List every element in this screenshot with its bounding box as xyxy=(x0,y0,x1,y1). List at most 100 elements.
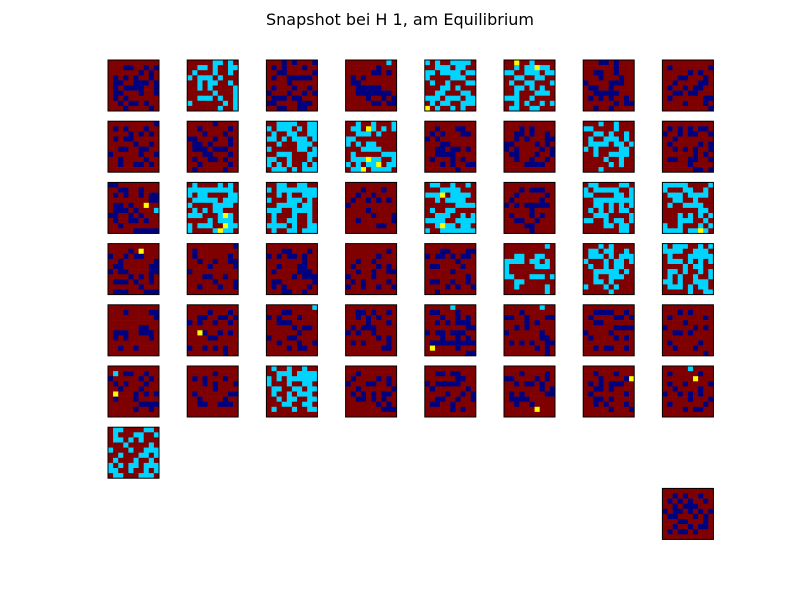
heatmap-cell xyxy=(613,197,620,204)
heatmap-cell xyxy=(202,320,208,326)
heatmap-cell xyxy=(593,376,599,382)
heatmap-cell xyxy=(297,223,303,229)
heatmap-cell xyxy=(355,197,362,204)
heatmap-cell xyxy=(618,100,625,107)
heatmap-cell xyxy=(266,406,272,413)
heatmap-cell xyxy=(228,70,234,76)
heatmap-cell xyxy=(598,197,604,204)
heatmap-cell xyxy=(682,243,689,249)
heatmap-cell xyxy=(424,162,431,168)
heatmap-cell xyxy=(708,289,714,295)
heatmap-cell xyxy=(302,366,308,372)
heatmap-cell xyxy=(629,371,635,377)
heatmap-cell xyxy=(624,80,630,86)
heatmap-cell xyxy=(266,376,272,382)
heatmap-cell xyxy=(233,65,239,71)
heatmap-cell xyxy=(524,75,530,81)
heatmap-cell xyxy=(598,401,604,408)
heatmap-cell xyxy=(271,213,277,219)
heatmap-cell xyxy=(286,126,293,132)
heatmap-cell xyxy=(381,401,387,408)
heatmap-cell xyxy=(529,309,535,316)
heatmap-cell xyxy=(672,386,678,392)
heatmap-cell xyxy=(529,325,535,331)
panel-frame xyxy=(265,304,318,357)
heatmap-cell xyxy=(698,289,704,295)
heatmap-cell xyxy=(133,269,139,275)
heatmap-cell xyxy=(286,284,293,290)
panel-frame xyxy=(265,243,318,296)
heatmap-cell xyxy=(366,315,372,321)
heatmap-cell xyxy=(693,202,699,209)
heatmap-cell xyxy=(583,264,589,270)
heatmap-cell xyxy=(687,131,694,137)
heatmap-cell xyxy=(202,187,208,193)
heatmap-cell xyxy=(281,70,288,76)
heatmap-cell xyxy=(455,187,461,193)
heatmap-cell xyxy=(624,182,630,188)
heatmap-cell xyxy=(534,167,540,173)
heatmap-cell xyxy=(371,80,377,86)
heatmap-cell xyxy=(228,131,234,137)
heatmap-cell xyxy=(192,366,198,372)
heatmap-cell xyxy=(212,141,219,147)
heatmap-cell xyxy=(667,335,673,341)
heatmap-cell xyxy=(217,60,224,66)
heatmap-cell xyxy=(291,284,298,290)
heatmap-cell xyxy=(618,131,625,137)
heatmap-cell xyxy=(509,60,515,66)
heatmap-cell xyxy=(228,391,234,397)
heatmap-cell xyxy=(613,401,620,408)
heatmap-cell xyxy=(291,167,298,173)
heatmap-cell xyxy=(460,386,466,392)
heatmap-cell xyxy=(519,243,525,249)
heatmap-cell xyxy=(138,253,144,260)
heatmap-cell xyxy=(435,279,441,285)
heatmap-cell xyxy=(504,284,510,290)
heatmap-cell xyxy=(350,411,357,418)
heatmap-cell xyxy=(440,258,446,265)
heatmap-cell xyxy=(312,253,318,260)
heatmap-cell xyxy=(514,162,520,168)
heatmap-cell xyxy=(445,396,451,402)
heatmap-cell xyxy=(266,105,272,112)
heatmap-cell xyxy=(371,274,377,280)
heatmap-cell xyxy=(519,315,525,321)
heatmap-cell xyxy=(445,162,451,168)
heatmap-cell xyxy=(276,406,282,413)
heatmap-cell xyxy=(350,406,357,413)
heatmap-cell xyxy=(133,320,139,326)
heatmap-cell xyxy=(297,121,303,127)
heatmap-cell xyxy=(148,187,155,193)
heatmap-cell xyxy=(703,131,709,137)
heatmap-cell xyxy=(123,325,129,331)
heatmap-cell xyxy=(222,325,229,331)
heatmap-cell xyxy=(583,386,589,392)
heatmap-cell xyxy=(197,192,203,198)
heatmap-cell xyxy=(524,156,530,163)
heatmap-cell xyxy=(360,350,367,357)
heatmap-cell xyxy=(113,315,119,321)
heatmap-cell xyxy=(613,228,620,234)
heatmap-cell xyxy=(233,366,239,372)
heatmap-cell xyxy=(391,70,397,76)
heatmap-cell xyxy=(549,207,556,214)
heatmap-cell xyxy=(504,315,510,321)
heatmap-cell xyxy=(233,345,239,351)
heatmap-cell xyxy=(187,146,193,153)
heatmap-cell xyxy=(222,350,229,357)
heatmap-cell xyxy=(286,253,293,260)
heatmap-cell xyxy=(391,162,397,168)
heatmap-cell xyxy=(687,182,694,188)
heatmap-cell xyxy=(202,228,208,234)
heatmap-cell xyxy=(504,65,510,71)
heatmap-cell xyxy=(222,258,229,265)
heatmap-cell xyxy=(187,167,193,173)
heatmap-cell xyxy=(445,121,451,127)
heatmap-cell xyxy=(391,274,397,280)
heatmap-cell xyxy=(677,207,684,214)
heatmap-cell xyxy=(440,269,446,275)
heatmap-cell xyxy=(381,279,387,285)
heatmap-cell xyxy=(153,391,160,397)
heatmap-cell xyxy=(667,105,673,112)
